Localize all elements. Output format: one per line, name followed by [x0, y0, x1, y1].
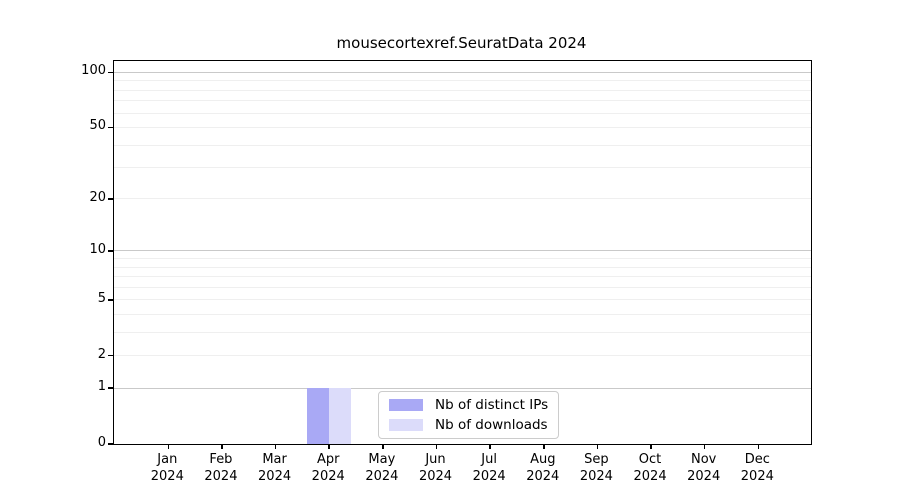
y-gridline — [114, 126, 811, 128]
x-tick-mark — [757, 444, 760, 449]
x-tick-mark — [167, 444, 170, 449]
x-tick-label: Dec 2024 — [740, 452, 774, 484]
x-tick-mark — [650, 444, 652, 449]
y-gridline — [114, 299, 811, 301]
x-tick-mark — [382, 444, 384, 449]
y-gridline — [114, 71, 811, 73]
x-tick-label: Jul 2024 — [472, 452, 506, 484]
y-gridline — [114, 89, 811, 91]
y-tick-mark — [108, 126, 113, 129]
y-gridline — [114, 276, 811, 278]
y-tick-mark — [108, 71, 113, 74]
x-tick-mark — [596, 444, 599, 449]
y-gridline — [114, 112, 811, 114]
x-tick-label: Nov 2024 — [687, 452, 721, 484]
y-tick-label: 5 — [97, 290, 106, 306]
y-tick-label: 50 — [89, 118, 106, 134]
x-tick-label: Apr 2024 — [311, 452, 345, 484]
y-tick-mark — [108, 387, 113, 389]
x-tick-label: Mar 2024 — [258, 452, 292, 484]
y-gridline — [114, 198, 811, 200]
y-gridline — [114, 80, 811, 82]
x-tick-label: Feb 2024 — [204, 452, 238, 484]
legend-label-distinct-ips: Nb of distinct IPs — [435, 397, 549, 413]
y-tick-mark — [108, 354, 113, 357]
y-tick-label: 0 — [97, 435, 106, 450]
y-gridline — [114, 286, 811, 288]
x-tick-label: Sep 2024 — [579, 452, 613, 484]
y-tick-mark — [108, 250, 113, 252]
x-tick-label: May 2024 — [365, 452, 399, 484]
y-gridline — [114, 387, 811, 389]
x-tick-label: Aug 2024 — [526, 452, 560, 484]
y-gridline — [114, 266, 811, 268]
x-tick-mark — [435, 444, 438, 449]
y-gridline — [114, 167, 811, 169]
legend-swatch-downloads — [389, 419, 423, 431]
y-tick-label: 2 — [97, 346, 106, 362]
x-tick-label: Jun 2024 — [418, 452, 453, 484]
x-tick-mark — [543, 444, 545, 449]
y-tick-label: 100 — [81, 63, 106, 79]
y-tick-label: 1 — [97, 379, 106, 395]
x-tick-mark — [221, 444, 223, 449]
chart-title: mousecortexref.SeuratData 2024 — [336, 34, 587, 52]
x-tick-mark — [274, 444, 277, 449]
y-tick-label: 10 — [89, 241, 106, 257]
y-tick-mark — [108, 198, 113, 200]
x-tick-mark — [703, 444, 706, 449]
legend: Nb of distinct IPs Nb of downloads — [378, 391, 560, 439]
bar-distinct-ips-apr — [307, 388, 330, 444]
x-tick-label: Oct 2024 — [633, 452, 667, 484]
legend-item-distinct-ips: Nb of distinct IPs — [389, 397, 548, 413]
bar-downloads-apr — [329, 388, 352, 444]
y-tick-label: 20 — [89, 189, 106, 205]
y-gridline — [114, 331, 811, 333]
y-gridline — [114, 258, 811, 260]
x-tick-mark — [489, 444, 491, 449]
plot-area — [108, 60, 812, 449]
y-tick-mark — [108, 299, 113, 301]
legend-item-downloads: Nb of downloads — [389, 417, 548, 433]
y-tick-mark — [108, 443, 113, 445]
legend-swatch-distinct-ips — [389, 399, 423, 411]
y-gridline — [114, 250, 811, 252]
x-tick-label: Jan 2024 — [150, 452, 184, 484]
x-tick-mark — [328, 444, 330, 449]
legend-label-downloads: Nb of downloads — [435, 417, 548, 433]
y-gridline — [114, 313, 811, 315]
y-gridline — [114, 100, 811, 102]
y-gridline — [114, 355, 811, 357]
y-gridline — [114, 144, 811, 146]
